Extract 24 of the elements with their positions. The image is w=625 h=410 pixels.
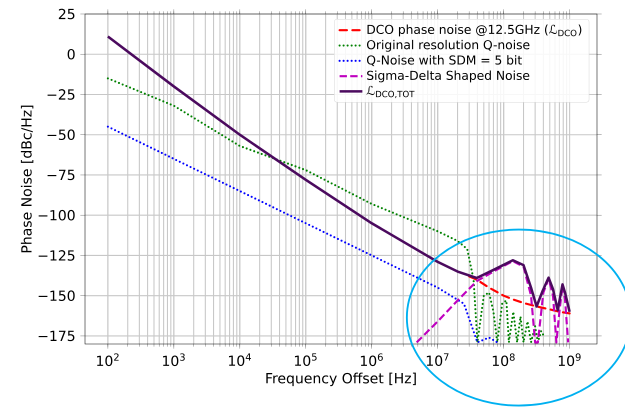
y-tick-label: −175 <box>38 330 74 342</box>
x-axis-title: Frequency Offset [Hz] <box>266 372 416 386</box>
x-tick-label: 10$^{3}$ <box>163 353 185 366</box>
legend-label: Sigma-Delta Shaped Noise <box>367 70 530 82</box>
y-tick-label: −125 <box>38 250 74 261</box>
x-tick-label: 10$^{5}$ <box>294 353 317 366</box>
y-tick-label: −100 <box>38 210 75 220</box>
legend-label: ℒ$_{DCO,TOT}$ <box>366 86 414 98</box>
x-tick-label: 10$^{7}$ <box>426 353 449 366</box>
y-tick-label: 0 <box>68 48 75 60</box>
y-tick-label: −50 <box>48 129 75 140</box>
y-tick-label: −150 <box>38 290 75 301</box>
x-tick-label: 10$^{8}$ <box>492 353 515 366</box>
legend-label: Q-Noise with SDM = 5 bit <box>366 55 522 66</box>
y-tick-label: −25 <box>48 89 74 100</box>
y-tick-label: 25 <box>58 8 74 20</box>
x-tick-label: 10$^{9}$ <box>558 353 581 366</box>
legend-label: Original resolution Q-noise <box>366 40 530 52</box>
y-axis-title: Phase Noise [dBc/Hz] <box>20 106 34 252</box>
x-tick-label: 10$^{2}$ <box>97 353 119 366</box>
x-tick-label: 10$^{4}$ <box>228 353 251 366</box>
x-tick-label: 10$^{6}$ <box>360 353 383 366</box>
legend-label: DCO phase noise @12.5GHz (ℒ$_{DCO}$) <box>368 24 582 36</box>
y-tick-label: −75 <box>48 170 74 180</box>
